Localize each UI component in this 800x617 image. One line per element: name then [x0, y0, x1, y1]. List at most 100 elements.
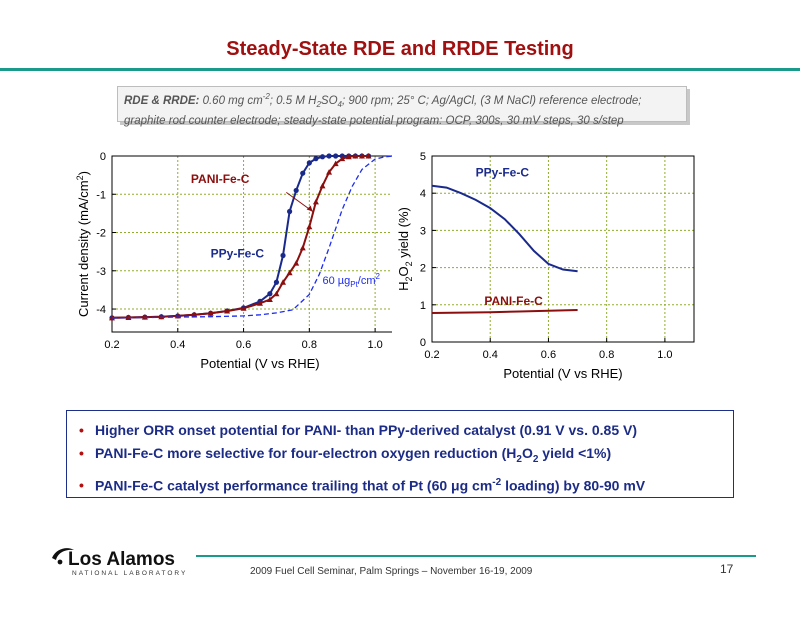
finding-selectivity: • PANI-Fe-C more selective for four-elect… — [79, 442, 723, 471]
experiment-conditions-box: RDE & RRDE: 0.60 mg cm-2; 0.5 M H2SO4; 9… — [117, 86, 687, 127]
peroxide-yield-x-axis-label: Potential (V vs RHE) — [503, 366, 622, 381]
pani-fe-c-annotation-arrowhead — [306, 205, 313, 212]
pt-annotation-area: /cm — [358, 275, 376, 287]
series-line-ppy-fe-c — [431, 184, 578, 273]
data-point-pani-fe-c — [191, 311, 198, 318]
current-density-plot-frame — [111, 155, 392, 333]
electrolyte-subscript-4: 4 — [337, 100, 342, 110]
logo-wordmark: Los Alamos — [68, 549, 175, 570]
y-tick-label: -4 — [96, 304, 106, 316]
x-tick-label: 0.2 — [424, 349, 439, 361]
x-tick-label: 1.0 — [657, 349, 672, 361]
data-point-pani-fe-c — [352, 153, 359, 159]
peroxide-yield-y-axis-label: H2O2 yield (%) — [396, 207, 414, 291]
key-findings-box: • Higher ORR onset potential for PANI- th… — [66, 410, 734, 498]
data-point-pani-fe-c — [273, 290, 280, 297]
y-tick-label: -1 — [96, 189, 106, 201]
logo-subtitle: NATIONAL LABORATORY — [72, 570, 187, 577]
y-tick-label: 2 — [420, 263, 426, 275]
y-tick-label: 1 — [420, 300, 426, 312]
data-point-ppy-fe-c — [280, 252, 286, 259]
data-point-pani-fe-c — [240, 305, 247, 311]
data-point-pani-fe-c — [365, 153, 372, 159]
finding-3-exponent: -2 — [492, 476, 502, 488]
ppy-fe-c-annotation: PPy-Fe-C — [211, 246, 265, 260]
y-tick-label: 0 — [100, 151, 106, 163]
y-tick-label: -3 — [96, 266, 106, 278]
current-density-series — [109, 153, 392, 321]
data-point-pani-fe-c — [306, 223, 313, 230]
data-point-pani-fe-c — [299, 244, 306, 251]
data-point-ppy-fe-c — [313, 156, 319, 162]
x-tick-label: 0.6 — [236, 339, 251, 351]
series-line-60-g-pt-cm — [111, 155, 392, 319]
data-point-ppy-fe-c — [306, 160, 312, 166]
data-point-ppy-fe-c — [300, 170, 306, 176]
conditions-text-rest: ; 900 rpm; 25° C; Ag/AgCl, (3 M NaCl) re… — [341, 94, 642, 107]
data-point-pani-fe-c — [345, 153, 352, 160]
data-point-pani-fe-c — [224, 307, 231, 314]
data-point-pani-fe-c — [257, 300, 263, 306]
data-point-pani-fe-c — [319, 182, 326, 189]
data-point-ppy-fe-c — [333, 153, 339, 159]
data-point-pani-fe-c — [286, 269, 293, 276]
data-point-ppy-fe-c — [267, 291, 273, 297]
data-point-pani-fe-c — [141, 314, 148, 320]
electrolyte-subscript-2: 2 — [316, 100, 321, 110]
finding-2-subscript-2: 2 — [532, 453, 539, 465]
finding-performance-gap: • PANI-Fe-C catalyst performance trailing… — [79, 471, 723, 498]
pt-annotation-exponent: 2 — [376, 272, 381, 281]
pani-fe-c-yield-annotation: PANI-Fe-C — [484, 294, 543, 308]
peroxide-yield-plot-frame — [431, 155, 695, 343]
loading-text: 0.60 mg cm — [199, 94, 263, 107]
page-number: 17 — [720, 562, 734, 576]
conditions-line-1: RDE & RRDE: 0.60 mg cm-2; 0.5 M H2SO4; 9… — [124, 89, 680, 113]
finding-3-text-b: loading) by 80-90 mV — [501, 477, 646, 494]
footer-text: 2009 Fuel Cell Seminar, Palm Springs – N… — [250, 566, 533, 577]
logo-dot-icon — [57, 559, 63, 565]
x-tick-label: 0.2 — [104, 339, 119, 351]
pani-fe-c-annotation: PANI-Fe-C — [191, 172, 250, 186]
series-line-pani-fe-c — [431, 309, 578, 314]
data-point-pani-fe-c — [207, 310, 214, 316]
finding-2-subscript-1: 2 — [516, 453, 522, 465]
data-point-pani-fe-c — [326, 169, 333, 175]
current-density-gridlines — [112, 156, 392, 332]
x-tick-label: 0.8 — [599, 349, 614, 361]
data-point-ppy-fe-c — [319, 154, 326, 160]
data-point-ppy-fe-c — [273, 279, 280, 285]
electrolyte-text-so: SO — [320, 94, 338, 107]
bullet-icon: • — [79, 422, 84, 438]
pt-annotation-mass: 60 µg — [322, 275, 350, 287]
los-alamos-logo: Los Alamos NATIONAL LABORATORY — [52, 548, 187, 577]
peroxide-yield-gridlines — [432, 156, 694, 342]
data-point-ppy-fe-c — [293, 187, 299, 194]
data-point-pani-fe-c — [293, 260, 300, 266]
finding-2-text-a: PANI-Fe-C more selective for four-electr… — [95, 445, 517, 461]
pt-loading-annotation: 60 µgPt/cm2 — [322, 272, 380, 289]
x-tick-label: 1.0 — [367, 339, 382, 351]
ppy-fe-c-yield-annotation: PPy-Fe-C — [476, 165, 530, 179]
y-tick-label: 5 — [420, 151, 426, 163]
conditions-line-2: graphite rod counter electrode; steady-s… — [124, 115, 624, 128]
data-point-ppy-fe-c — [287, 208, 293, 215]
finding-3-text-a: PANI-Fe-C catalyst performance trailing … — [95, 477, 493, 494]
electrolyte-text: ; 0.5 M H — [269, 94, 317, 107]
peroxide-yield-ticks: 0.2 0.4 0.6 0.8 1.0 0 1 2 3 4 5 — [420, 151, 673, 361]
y-tick-label: 0 — [420, 337, 426, 349]
title-rule — [0, 68, 800, 71]
conditions-label: RDE & RRDE: — [124, 94, 200, 107]
x-tick-label: 0.8 — [302, 339, 317, 351]
slide-title: Steady-State RDE and RRDE Testing — [226, 38, 574, 60]
current-density-chart: 0.2 0.4 0.6 0.8 1.0 0 -1 -2 -3 -4 Potential (V vs… — [75, 151, 392, 371]
current-density-ticks: 0.2 0.4 0.6 0.8 1.0 0 -1 -2 -3 -4 — [96, 151, 383, 351]
footer-rule — [196, 555, 756, 557]
bullet-icon: • — [79, 445, 84, 461]
x-tick-label: 0.4 — [170, 339, 185, 351]
data-point-pani-fe-c — [339, 155, 346, 162]
pt-annotation-subscript: Pt — [350, 280, 358, 289]
data-point-ppy-fe-c — [326, 153, 332, 159]
peroxide-yield-chart: 0.2 0.4 0.6 0.8 1.0 0 1 2 3 4 5 Potential (V vs RH… — [396, 151, 695, 381]
finding-1-text: Higher ORR onset potential for PANI- tha… — [95, 422, 637, 438]
current-density-x-axis-label: Potential (V vs RHE) — [200, 356, 319, 371]
